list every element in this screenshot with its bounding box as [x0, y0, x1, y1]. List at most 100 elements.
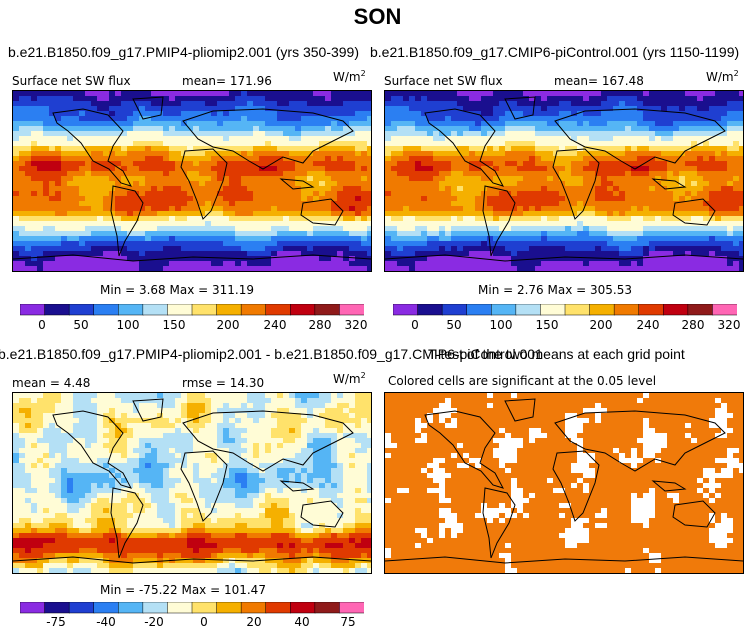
grid-cell: [115, 206, 122, 212]
grid-cell: [361, 171, 368, 177]
grid-cell: [175, 403, 182, 409]
grid-cell: [163, 433, 170, 439]
grid-cell: [727, 106, 734, 112]
grid-cell: [487, 236, 494, 242]
grid-cell: [301, 413, 308, 419]
grid-cell: [361, 181, 368, 187]
grid-cell: [91, 151, 98, 157]
grid-cell: [703, 181, 710, 187]
grid-cell: [535, 186, 542, 192]
grid-cell: [307, 96, 314, 102]
grid-cell: [607, 141, 614, 147]
grid-cell: [343, 433, 350, 439]
grid-cell: [739, 151, 743, 157]
grid-cell: [517, 176, 524, 182]
grid-cell: [289, 231, 296, 237]
grid-cell: [541, 121, 548, 127]
grid-cell: [79, 236, 86, 242]
grid-cell: [49, 91, 56, 97]
grid-cell: [721, 246, 728, 252]
grid-cell: [601, 156, 608, 162]
grid-cell: [577, 106, 584, 112]
grid-cell: [649, 141, 656, 147]
grid-cell: [49, 106, 56, 112]
grid-cell: [241, 151, 248, 157]
grid-cell: [577, 261, 584, 267]
grid-cell: [661, 161, 668, 167]
grid-cell: [151, 261, 158, 267]
grid-cell: [415, 191, 422, 197]
grid-cell: [163, 151, 170, 157]
grid-cell: [553, 186, 560, 192]
grid-cell: [43, 126, 50, 132]
grid-cell: [337, 161, 344, 167]
grid-cell: [673, 111, 680, 117]
grid-cell: [733, 201, 740, 207]
grid-cell: [517, 101, 524, 107]
grid-cell: [163, 438, 170, 444]
grid-cell: [475, 141, 482, 147]
grid-cell: [67, 96, 74, 102]
grid-cell: [43, 141, 50, 147]
grid-cell: [19, 211, 26, 217]
grid-cell: [691, 211, 698, 217]
grid-cell: [163, 96, 170, 102]
grid-cell: [391, 111, 398, 117]
grid-cell: [187, 156, 194, 162]
grid-cell: [43, 161, 50, 167]
grid-cell: [121, 196, 128, 202]
grid-cell: [679, 161, 686, 167]
grid-cell: [487, 256, 494, 262]
grid-cell: [739, 266, 743, 271]
grid-cell: [91, 176, 98, 182]
grid-cell: [649, 101, 656, 107]
grid-cell: [403, 226, 410, 232]
grid-cell: [19, 91, 26, 97]
grid-cell: [127, 161, 134, 167]
grid-cell: [289, 403, 296, 409]
grid-cell: [505, 241, 512, 247]
grid-cell: [319, 111, 326, 117]
grid-cell: [49, 166, 56, 172]
grid-cell: [331, 161, 338, 167]
grid-cell: [145, 141, 152, 147]
grid-cell: [637, 181, 644, 187]
grid-cell: [145, 206, 152, 212]
grid-cell: [709, 251, 716, 257]
grid-cell: [253, 408, 260, 414]
grid-cell: [661, 216, 668, 222]
grid-cell: [361, 433, 368, 439]
grid-cell: [637, 266, 644, 271]
grid-cell: [493, 156, 500, 162]
grid-cell: [319, 186, 326, 192]
grid-cell: [49, 231, 56, 237]
grid-cell: [181, 166, 188, 172]
grid-cell: [337, 236, 344, 242]
grid-cell: [643, 256, 650, 262]
grid-cell: [43, 211, 50, 217]
grid-cell: [121, 246, 128, 252]
grid-cell: [175, 126, 182, 132]
grid-cell: [289, 196, 296, 202]
grid-cell: [289, 96, 296, 102]
grid-cell: [403, 211, 410, 217]
grid-cell: [289, 251, 296, 257]
grid-cell: [199, 201, 206, 207]
grid-cell: [637, 141, 644, 147]
grid-cell: [193, 433, 200, 439]
grid-cell: [85, 438, 92, 444]
grid-cell: [463, 191, 470, 197]
grid-cell: [505, 196, 512, 202]
grid-cell: [625, 261, 632, 267]
grid-cell: [427, 251, 434, 257]
grid-cell: [205, 241, 212, 247]
grid-cell: [331, 216, 338, 222]
grid-cell: [97, 266, 104, 271]
grid-cell: [43, 151, 50, 157]
grid-cell: [205, 111, 212, 117]
grid-cell: [217, 413, 224, 419]
grid-cell: [283, 256, 290, 262]
grid-cell: [301, 116, 308, 122]
grid-cell: [271, 261, 278, 267]
grid-cell: [19, 438, 26, 444]
